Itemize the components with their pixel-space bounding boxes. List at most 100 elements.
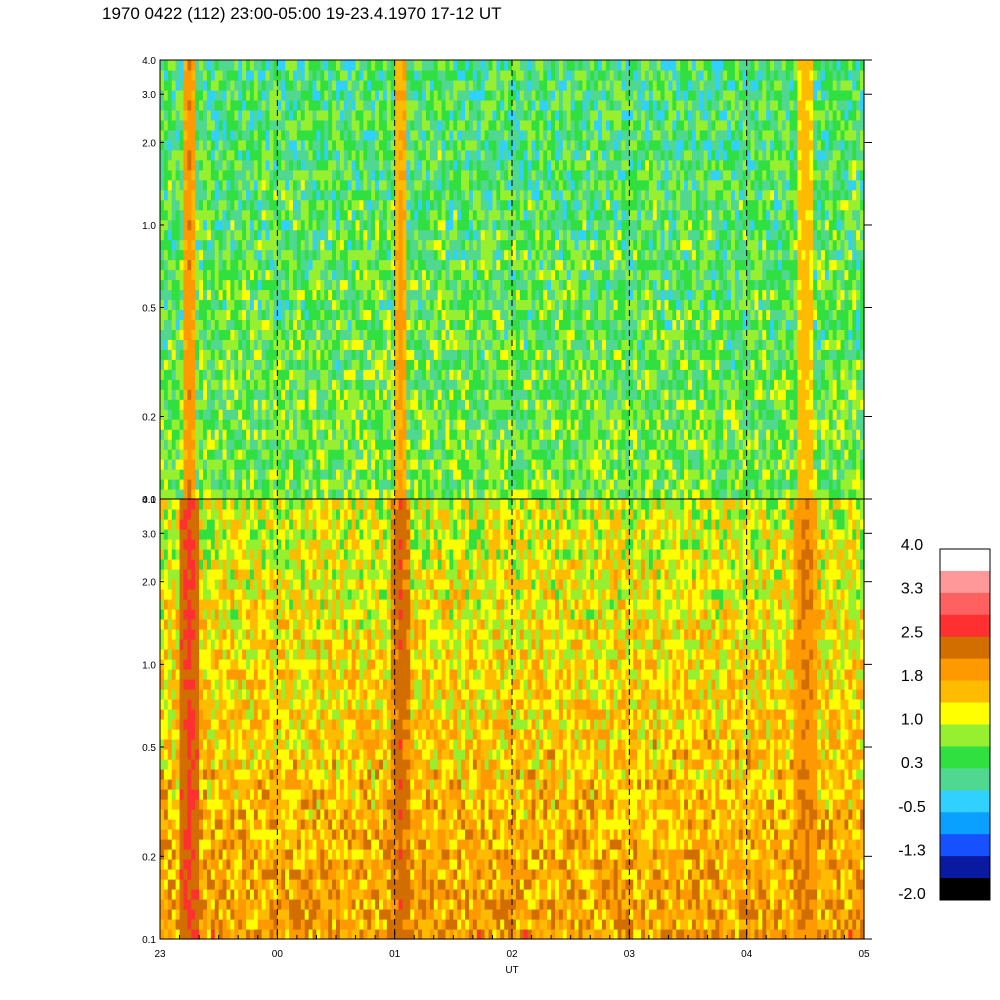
heatmap-cell <box>496 339 501 350</box>
heatmap-cell <box>453 279 458 291</box>
heatmap-cell <box>246 409 251 420</box>
heatmap-cell <box>336 149 341 161</box>
heatmap-cell <box>492 429 497 440</box>
heatmap-cell <box>492 329 497 340</box>
heatmap-cell <box>226 319 231 330</box>
heatmap-cell <box>183 389 188 400</box>
heatmap-cell <box>359 109 364 121</box>
heatmap-cell <box>468 299 474 311</box>
heatmap-cell <box>527 289 533 301</box>
heatmap-cell <box>484 79 490 91</box>
heatmap-cell <box>222 249 228 261</box>
heatmap-cell <box>523 329 529 340</box>
heatmap-cell <box>461 379 466 390</box>
heatmap-cell <box>468 289 474 301</box>
heatmap-cell <box>296 199 302 211</box>
heatmap-cell <box>578 89 583 101</box>
heatmap-cell <box>238 89 243 101</box>
heatmap-cell <box>598 399 603 410</box>
heatmap-cell <box>214 219 220 231</box>
heatmap-cell <box>390 69 396 81</box>
heatmap-cell <box>238 249 243 261</box>
heatmap-cell <box>492 139 497 151</box>
heatmap-cell <box>312 239 318 251</box>
heatmap-cell <box>566 349 572 360</box>
heatmap-cell <box>199 389 204 400</box>
heatmap-cell <box>441 409 447 420</box>
heatmap-cell <box>249 109 255 121</box>
heatmap-cell <box>457 359 462 370</box>
heatmap-cell <box>437 439 443 450</box>
heatmap-cell <box>586 79 591 91</box>
heatmap-cell <box>406 419 411 430</box>
heatmap-cell <box>336 109 341 121</box>
heatmap-cell <box>390 389 396 400</box>
heatmap-cell <box>347 99 353 111</box>
heatmap-cell <box>351 259 357 271</box>
heatmap-cell <box>347 129 353 141</box>
heatmap-cell <box>492 249 497 261</box>
heatmap-cell <box>199 229 204 241</box>
heatmap-cell <box>457 149 462 161</box>
heatmap-cell <box>476 359 482 370</box>
heatmap-cell <box>480 79 486 91</box>
heatmap-cell <box>496 89 501 101</box>
heatmap-cell <box>551 389 556 400</box>
heatmap-cell <box>465 189 470 201</box>
heatmap-cell <box>324 219 329 231</box>
heatmap-cell <box>422 149 427 161</box>
heatmap-cell <box>246 279 251 291</box>
heatmap-cell <box>359 369 364 380</box>
heatmap-cell <box>429 259 435 271</box>
heatmap-cell <box>367 319 372 330</box>
heatmap-cell <box>551 269 556 281</box>
heatmap-cell <box>492 369 497 380</box>
heatmap-cell <box>273 139 278 151</box>
heatmap-cell <box>512 209 517 221</box>
heatmap-cell <box>488 489 494 500</box>
heatmap-cell <box>339 159 345 171</box>
heatmap-cell <box>465 99 470 111</box>
heatmap-cell <box>336 379 341 390</box>
heatmap-cell <box>367 249 372 261</box>
heatmap-cell <box>226 439 231 450</box>
heatmap-cell <box>445 299 451 311</box>
heatmap-cell <box>265 199 271 211</box>
heatmap-cell <box>160 189 165 201</box>
heatmap-cell <box>226 469 231 480</box>
heatmap-cell <box>269 229 275 241</box>
heatmap-cell <box>351 89 357 101</box>
heatmap-cell <box>531 349 537 360</box>
heatmap-cell <box>222 279 228 291</box>
heatmap-cell <box>285 289 290 301</box>
heatmap-cell <box>582 169 587 181</box>
heatmap-cell <box>199 169 204 181</box>
heatmap-cell <box>582 129 587 141</box>
heatmap-cell <box>496 199 501 211</box>
heatmap-cell <box>292 429 298 440</box>
heatmap-cell <box>418 159 423 171</box>
heatmap-cell <box>555 359 560 370</box>
heatmap-cell <box>570 169 576 181</box>
heatmap-cell <box>590 489 595 500</box>
heatmap-cell <box>472 89 478 101</box>
heatmap-cell <box>351 389 357 400</box>
heatmap-cell <box>238 299 243 311</box>
heatmap-cell <box>425 269 431 281</box>
heatmap-cell <box>199 199 204 211</box>
heatmap-cell <box>406 319 411 330</box>
heatmap-cell <box>504 209 509 221</box>
heatmap-cell <box>504 429 509 440</box>
heatmap-cell <box>519 159 525 171</box>
heatmap-cell <box>488 429 494 440</box>
heatmap-cell <box>445 469 451 480</box>
heatmap-cell <box>453 129 458 141</box>
heatmap-cell <box>203 479 208 490</box>
heatmap-cell <box>390 379 396 390</box>
heatmap-cell <box>402 469 407 480</box>
heatmap-cell <box>586 389 591 400</box>
heatmap-cell <box>203 129 208 141</box>
heatmap-cell <box>543 479 548 490</box>
heatmap-cell <box>562 479 568 490</box>
heatmap-cell <box>265 289 271 301</box>
